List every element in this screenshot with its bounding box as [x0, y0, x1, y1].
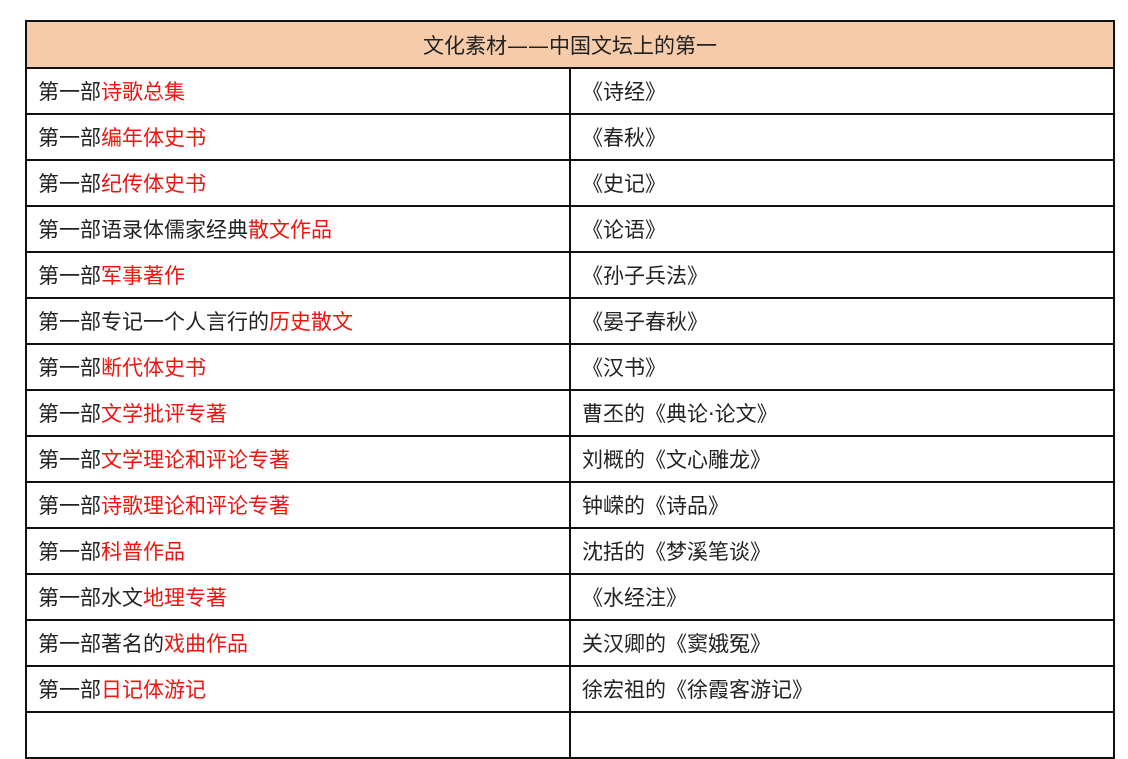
achievement-highlight: 戏曲作品 [164, 632, 248, 656]
achievement-cell: 第一部专记一个人言行的历史散文 [25, 297, 571, 345]
work-cell: 刘概的《文心雕龙》 [569, 435, 1115, 483]
achievement-highlight: 纪传体史书 [101, 172, 206, 196]
achievement-prefix: 第一部 [38, 80, 101, 104]
work-cell: 钟嵘的《诗品》 [569, 481, 1115, 529]
achievement-cell: 第一部水文地理专著 [25, 573, 571, 621]
table-row: 第一部专记一个人言行的历史散文 《晏子春秋》 [25, 297, 1115, 345]
empty-cell [25, 711, 571, 759]
achievement-highlight: 科普作品 [101, 540, 185, 564]
achievement-prefix: 第一部语录体儒家经典 [38, 218, 248, 242]
work-cell: 《春秋》 [569, 113, 1115, 161]
achievement-cell: 第一部日记体游记 [25, 665, 571, 713]
work-cell: 《孙子兵法》 [569, 251, 1115, 299]
table-row-partial [25, 711, 1115, 759]
work-cell: 《诗经》 [569, 67, 1115, 115]
achievement-cell: 第一部语录体儒家经典散文作品 [25, 205, 571, 253]
culture-table: 文化素材——中国文坛上的第一 第一部诗歌总集 《诗经》 第一部编年体史书 《春秋》 第一… [25, 20, 1115, 759]
table-title: 文化素材——中国文坛上的第一 [25, 20, 1115, 69]
achievement-cell: 第一部文学理论和评论专著 [25, 435, 571, 483]
achievement-prefix: 第一部专记一个人言行的 [38, 310, 269, 334]
achievement-highlight: 历史散文 [269, 310, 353, 334]
work-cell: 曹丕的《典论·论文》 [569, 389, 1115, 437]
table-row: 第一部文学批评专著 曹丕的《典论·论文》 [25, 389, 1115, 437]
achievement-highlight: 诗歌总集 [101, 80, 185, 104]
achievement-prefix: 第一部著名的 [38, 632, 164, 656]
achievement-prefix: 第一部 [38, 126, 101, 150]
achievement-highlight: 日记体游记 [101, 678, 206, 702]
table-row: 第一部断代体史书 《汉书》 [25, 343, 1115, 391]
achievement-prefix: 第一部水文 [38, 586, 143, 610]
achievement-cell: 第一部断代体史书 [25, 343, 571, 391]
achievement-cell: 第一部著名的戏曲作品 [25, 619, 571, 667]
achievement-prefix: 第一部 [38, 172, 101, 196]
table-header-row: 文化素材——中国文坛上的第一 [25, 20, 1115, 69]
table-row: 第一部文学理论和评论专著 刘概的《文心雕龙》 [25, 435, 1115, 483]
work-cell: 徐宏祖的《徐霞客游记》 [569, 665, 1115, 713]
achievement-cell: 第一部科普作品 [25, 527, 571, 575]
achievement-highlight: 地理专著 [143, 586, 227, 610]
achievement-highlight: 散文作品 [248, 218, 332, 242]
achievement-highlight: 编年体史书 [101, 126, 206, 150]
work-cell: 《晏子春秋》 [569, 297, 1115, 345]
table-row: 第一部诗歌理论和评论专著 钟嵘的《诗品》 [25, 481, 1115, 529]
work-cell: 《水经注》 [569, 573, 1115, 621]
achievement-prefix: 第一部 [38, 356, 101, 380]
achievement-cell: 第一部诗歌理论和评论专著 [25, 481, 571, 529]
table-row: 第一部军事著作 《孙子兵法》 [25, 251, 1115, 299]
achievement-prefix: 第一部 [38, 540, 101, 564]
achievement-cell: 第一部军事著作 [25, 251, 571, 299]
achievement-cell: 第一部文学批评专著 [25, 389, 571, 437]
achievement-prefix: 第一部 [38, 448, 101, 472]
table-row: 第一部纪传体史书 《史记》 [25, 159, 1115, 207]
empty-cell [569, 711, 1115, 759]
achievement-prefix: 第一部 [38, 494, 101, 518]
table-row: 第一部著名的戏曲作品 关汉卿的《窦娥冤》 [25, 619, 1115, 667]
achievement-cell: 第一部纪传体史书 [25, 159, 571, 207]
achievement-prefix: 第一部 [38, 678, 101, 702]
table-row: 第一部科普作品 沈括的《梦溪笔谈》 [25, 527, 1115, 575]
achievement-cell: 第一部诗歌总集 [25, 67, 571, 115]
achievement-highlight: 诗歌理论和评论专著 [101, 494, 290, 518]
achievement-prefix: 第一部 [38, 402, 101, 426]
table-row: 第一部编年体史书 《春秋》 [25, 113, 1115, 161]
achievement-highlight: 军事著作 [101, 264, 185, 288]
work-cell: 《汉书》 [569, 343, 1115, 391]
achievement-highlight: 文学批评专著 [101, 402, 227, 426]
work-cell: 沈括的《梦溪笔谈》 [569, 527, 1115, 575]
work-cell: 《论语》 [569, 205, 1115, 253]
work-cell: 《史记》 [569, 159, 1115, 207]
achievement-highlight: 文学理论和评论专著 [101, 448, 290, 472]
table-row: 第一部日记体游记 徐宏祖的《徐霞客游记》 [25, 665, 1115, 713]
table-row: 第一部语录体儒家经典散文作品 《论语》 [25, 205, 1115, 253]
table-row: 第一部诗歌总集 《诗经》 [25, 67, 1115, 115]
work-cell: 关汉卿的《窦娥冤》 [569, 619, 1115, 667]
achievement-prefix: 第一部 [38, 264, 101, 288]
achievement-highlight: 断代体史书 [101, 356, 206, 380]
table-row: 第一部水文地理专著 《水经注》 [25, 573, 1115, 621]
achievement-cell: 第一部编年体史书 [25, 113, 571, 161]
